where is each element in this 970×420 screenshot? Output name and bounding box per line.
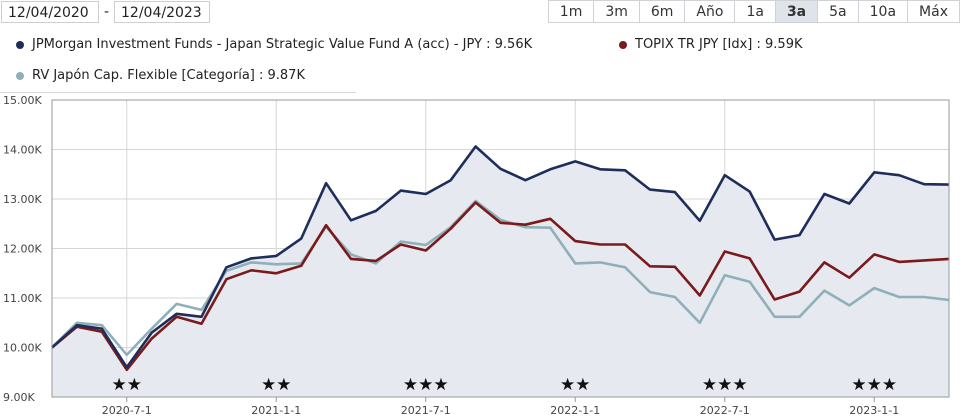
range-button-6m[interactable]: 6m	[638, 0, 685, 23]
end-date-field[interactable]: 12/04/2023	[114, 1, 210, 23]
y-tick-label: 11.00K	[3, 292, 42, 305]
y-tick-label: 9.00K	[3, 391, 35, 404]
series-line-index	[51, 201, 950, 372]
range-button-max[interactable]: Máx	[907, 0, 960, 23]
x-tick-label: 2021-7-1	[401, 404, 451, 417]
rating-stars: ★★★	[403, 375, 449, 395]
rating-stars: ★★★	[702, 375, 748, 395]
start-date-field[interactable]: 12/04/2020	[1, 1, 99, 23]
range-button-10a[interactable]: 10a	[857, 0, 908, 23]
y-tick-label: 13.00K	[3, 193, 42, 206]
legend-dot-fund	[16, 40, 24, 49]
legend-item-category[interactable]: RV Japón Cap. Flexible [Categoría] : 9.8…	[16, 68, 305, 83]
range-button-5a[interactable]: 5a	[817, 0, 858, 23]
plot-border	[51, 99, 950, 398]
y-tick-label: 10.00K	[3, 342, 42, 355]
y-tick-label: 15.00K	[3, 94, 42, 107]
legend-label-fund: JPMorgan Investment Funds - Japan Strate…	[32, 37, 533, 52]
legend-label-category: RV Japón Cap. Flexible [Categoría] : 9.8…	[32, 68, 305, 83]
rating-stars: ★★	[261, 375, 291, 395]
rating-stars: ★★★	[851, 375, 897, 395]
x-tick-label: 2022-1-1	[550, 404, 600, 417]
series-area-fund	[52, 146, 949, 397]
range-button-1m[interactable]: 1m	[547, 0, 594, 23]
legend-item-fund[interactable]: JPMorgan Investment Funds - Japan Strate…	[16, 37, 532, 52]
x-tick-label: 2021-1-1	[251, 404, 301, 417]
y-tick-label: 14.00K	[3, 144, 42, 157]
rating-stars: ★★	[112, 375, 142, 395]
range-button-1a[interactable]: 1a	[734, 0, 775, 23]
range-button-3a[interactable]: 3a	[774, 0, 818, 23]
range-selector: 1m 3m 6m Año 1a 3a 5a 10a Máx	[547, 0, 960, 23]
rating-stars: ★★	[560, 375, 590, 395]
legend-divider	[0, 92, 356, 93]
series-line-category	[51, 199, 950, 357]
legend-item-index[interactable]: TOPIX TR JPY [Idx] : 9.59K	[619, 37, 803, 52]
date-separator: -	[104, 4, 110, 20]
legend-dot-category	[16, 71, 24, 80]
x-tick-label: 2020-7-1	[102, 404, 152, 417]
y-tick-label: 12.00K	[3, 243, 42, 256]
range-button-ytd[interactable]: Año	[684, 0, 735, 23]
legend-dot-index	[619, 40, 627, 49]
legend-label-index: TOPIX TR JPY [Idx] : 9.59K	[635, 37, 803, 52]
range-button-3m[interactable]: 3m	[593, 0, 639, 23]
series-line-fund	[51, 145, 950, 369]
x-tick-label: 2023-1-1	[849, 404, 899, 417]
x-tick-label: 2022-7-1	[700, 404, 750, 417]
